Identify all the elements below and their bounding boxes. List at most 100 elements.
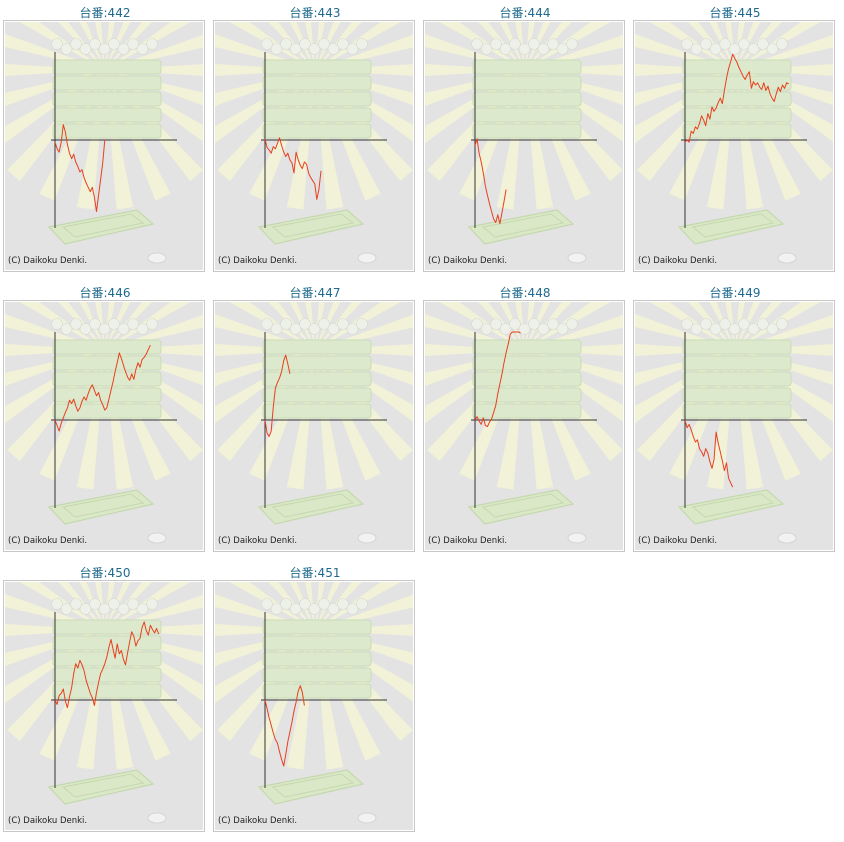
- coin: [777, 252, 797, 264]
- pachinko-ball: [136, 43, 149, 55]
- chart-frame: (C) Daikoku Denki.: [213, 580, 415, 832]
- pachinko-ball: [70, 318, 82, 330]
- machine-number-link[interactable]: 台番:445: [709, 6, 761, 20]
- pachinko-ball: [757, 38, 769, 50]
- copyright-text: (C) Daikoku Denki.: [8, 256, 87, 266]
- pachinko-ball: [117, 323, 130, 335]
- machine-number-link[interactable]: 台番:449: [709, 286, 761, 300]
- pachinko-ball: [509, 38, 521, 50]
- balance-line: [684, 53, 789, 143]
- green-tray: [262, 107, 372, 123]
- green-tray: [52, 635, 162, 651]
- coin: [357, 532, 377, 544]
- sunburst-ray: [95, 22, 105, 70]
- machine-graph-card: 台番:442 (C) Daikoku Denki.: [0, 0, 210, 272]
- pachinko-ball: [471, 38, 483, 50]
- pachinko-ball: [346, 43, 359, 55]
- green-tray: [262, 403, 372, 419]
- balance-line: [54, 621, 160, 709]
- green-tray: [472, 339, 582, 355]
- bottom-dish-inner: [271, 493, 355, 518]
- pachinko-ball: [146, 38, 158, 50]
- green-tray: [472, 387, 582, 403]
- pachinko-ball: [136, 323, 149, 335]
- pachinko-ball: [728, 43, 741, 55]
- chart-frame: (C) Daikoku Denki.: [633, 20, 835, 272]
- sunburst-ray: [635, 70, 735, 107]
- pachinko-ball: [356, 318, 368, 330]
- machine-number-link[interactable]: 台番:447: [289, 286, 341, 300]
- pachinko-ball: [261, 598, 273, 610]
- pachinko-ball: [98, 603, 111, 615]
- chart-svg: (C) Daikoku Denki.: [425, 302, 623, 550]
- machine-number-link[interactable]: 台番:451: [289, 566, 341, 580]
- bottom-dish-inner: [271, 213, 355, 238]
- sunburst-ray: [95, 302, 105, 350]
- copyright-text: (C) Daikoku Denki.: [218, 536, 297, 546]
- pachinko-ball: [757, 318, 769, 330]
- pachinko-ball: [299, 318, 311, 330]
- pachinko-ball: [509, 318, 521, 330]
- pachinko-ball: [117, 603, 130, 615]
- green-tray: [682, 371, 792, 387]
- bottom-dish: [47, 769, 155, 805]
- chart-frame: (C) Daikoku Denki.: [633, 300, 835, 552]
- machine-number-link[interactable]: 台番:443: [289, 6, 341, 20]
- sunburst-ray: [315, 22, 362, 70]
- pachinko-ball: [60, 603, 73, 615]
- pachinko-ball: [490, 38, 502, 50]
- machine-number-link[interactable]: 台番:444: [499, 6, 551, 20]
- machine-number-link[interactable]: 台番:446: [79, 286, 131, 300]
- sunburst-ray: [425, 350, 525, 387]
- pachinko-ball: [700, 38, 712, 50]
- copyright-text: (C) Daikoku Denki.: [218, 816, 297, 826]
- bottom-dish-inner: [691, 493, 775, 518]
- bottom-dish: [257, 489, 365, 525]
- green-tray: [262, 91, 372, 107]
- pachinko-ball: [776, 38, 788, 50]
- bottom-dish-inner: [61, 213, 145, 238]
- chart-frame: (C) Daikoku Denki.: [423, 20, 625, 272]
- sunburst-ray: [735, 70, 833, 106]
- machine-graph-card: 台番:450 (C) Daikoku Denki.: [0, 560, 210, 832]
- green-tray: [682, 403, 792, 419]
- pachinko-ball: [51, 318, 63, 330]
- sunburst-ray: [425, 70, 525, 107]
- sunburst-ray: [105, 302, 152, 350]
- green-tray: [52, 59, 162, 75]
- balance-line: [264, 137, 322, 200]
- green-tray: [262, 371, 372, 387]
- pachinko-ball: [346, 603, 359, 615]
- green-tray: [262, 683, 372, 699]
- pachinko-ball: [89, 598, 101, 610]
- bottom-dish: [677, 489, 785, 525]
- pachinko-ball: [719, 38, 731, 50]
- green-tray: [52, 619, 162, 635]
- machine-graph-card: 台番:446 (C) Daikoku Denki.: [0, 280, 210, 552]
- pachinko-ball: [89, 38, 101, 50]
- machine-number-link[interactable]: 台番:448: [499, 286, 551, 300]
- green-tray: [472, 371, 582, 387]
- bottom-dish: [467, 209, 575, 245]
- green-tray: [682, 75, 792, 91]
- sunburst-ray: [5, 350, 105, 387]
- copyright-text: (C) Daikoku Denki.: [8, 536, 87, 546]
- pachinko-ball: [318, 318, 330, 330]
- pachinko-ball: [518, 323, 531, 335]
- chart-svg: (C) Daikoku Denki.: [215, 302, 413, 550]
- pachinko-ball: [79, 603, 92, 615]
- green-tray: [472, 107, 582, 123]
- pachinko-ball: [60, 43, 73, 55]
- pachinko-ball: [337, 38, 349, 50]
- sunburst-ray: [315, 302, 362, 350]
- machine-number-link[interactable]: 台番:442: [79, 6, 131, 20]
- pachinko-ball: [528, 318, 540, 330]
- sunburst-ray: [215, 350, 315, 387]
- pachinko-ball: [346, 323, 359, 335]
- pachinko-ball: [499, 43, 512, 55]
- machine-number-link[interactable]: 台番:450: [79, 566, 131, 580]
- sunburst-ray: [105, 350, 203, 386]
- pachinko-ball: [738, 318, 750, 330]
- pachinko-ball: [270, 323, 283, 335]
